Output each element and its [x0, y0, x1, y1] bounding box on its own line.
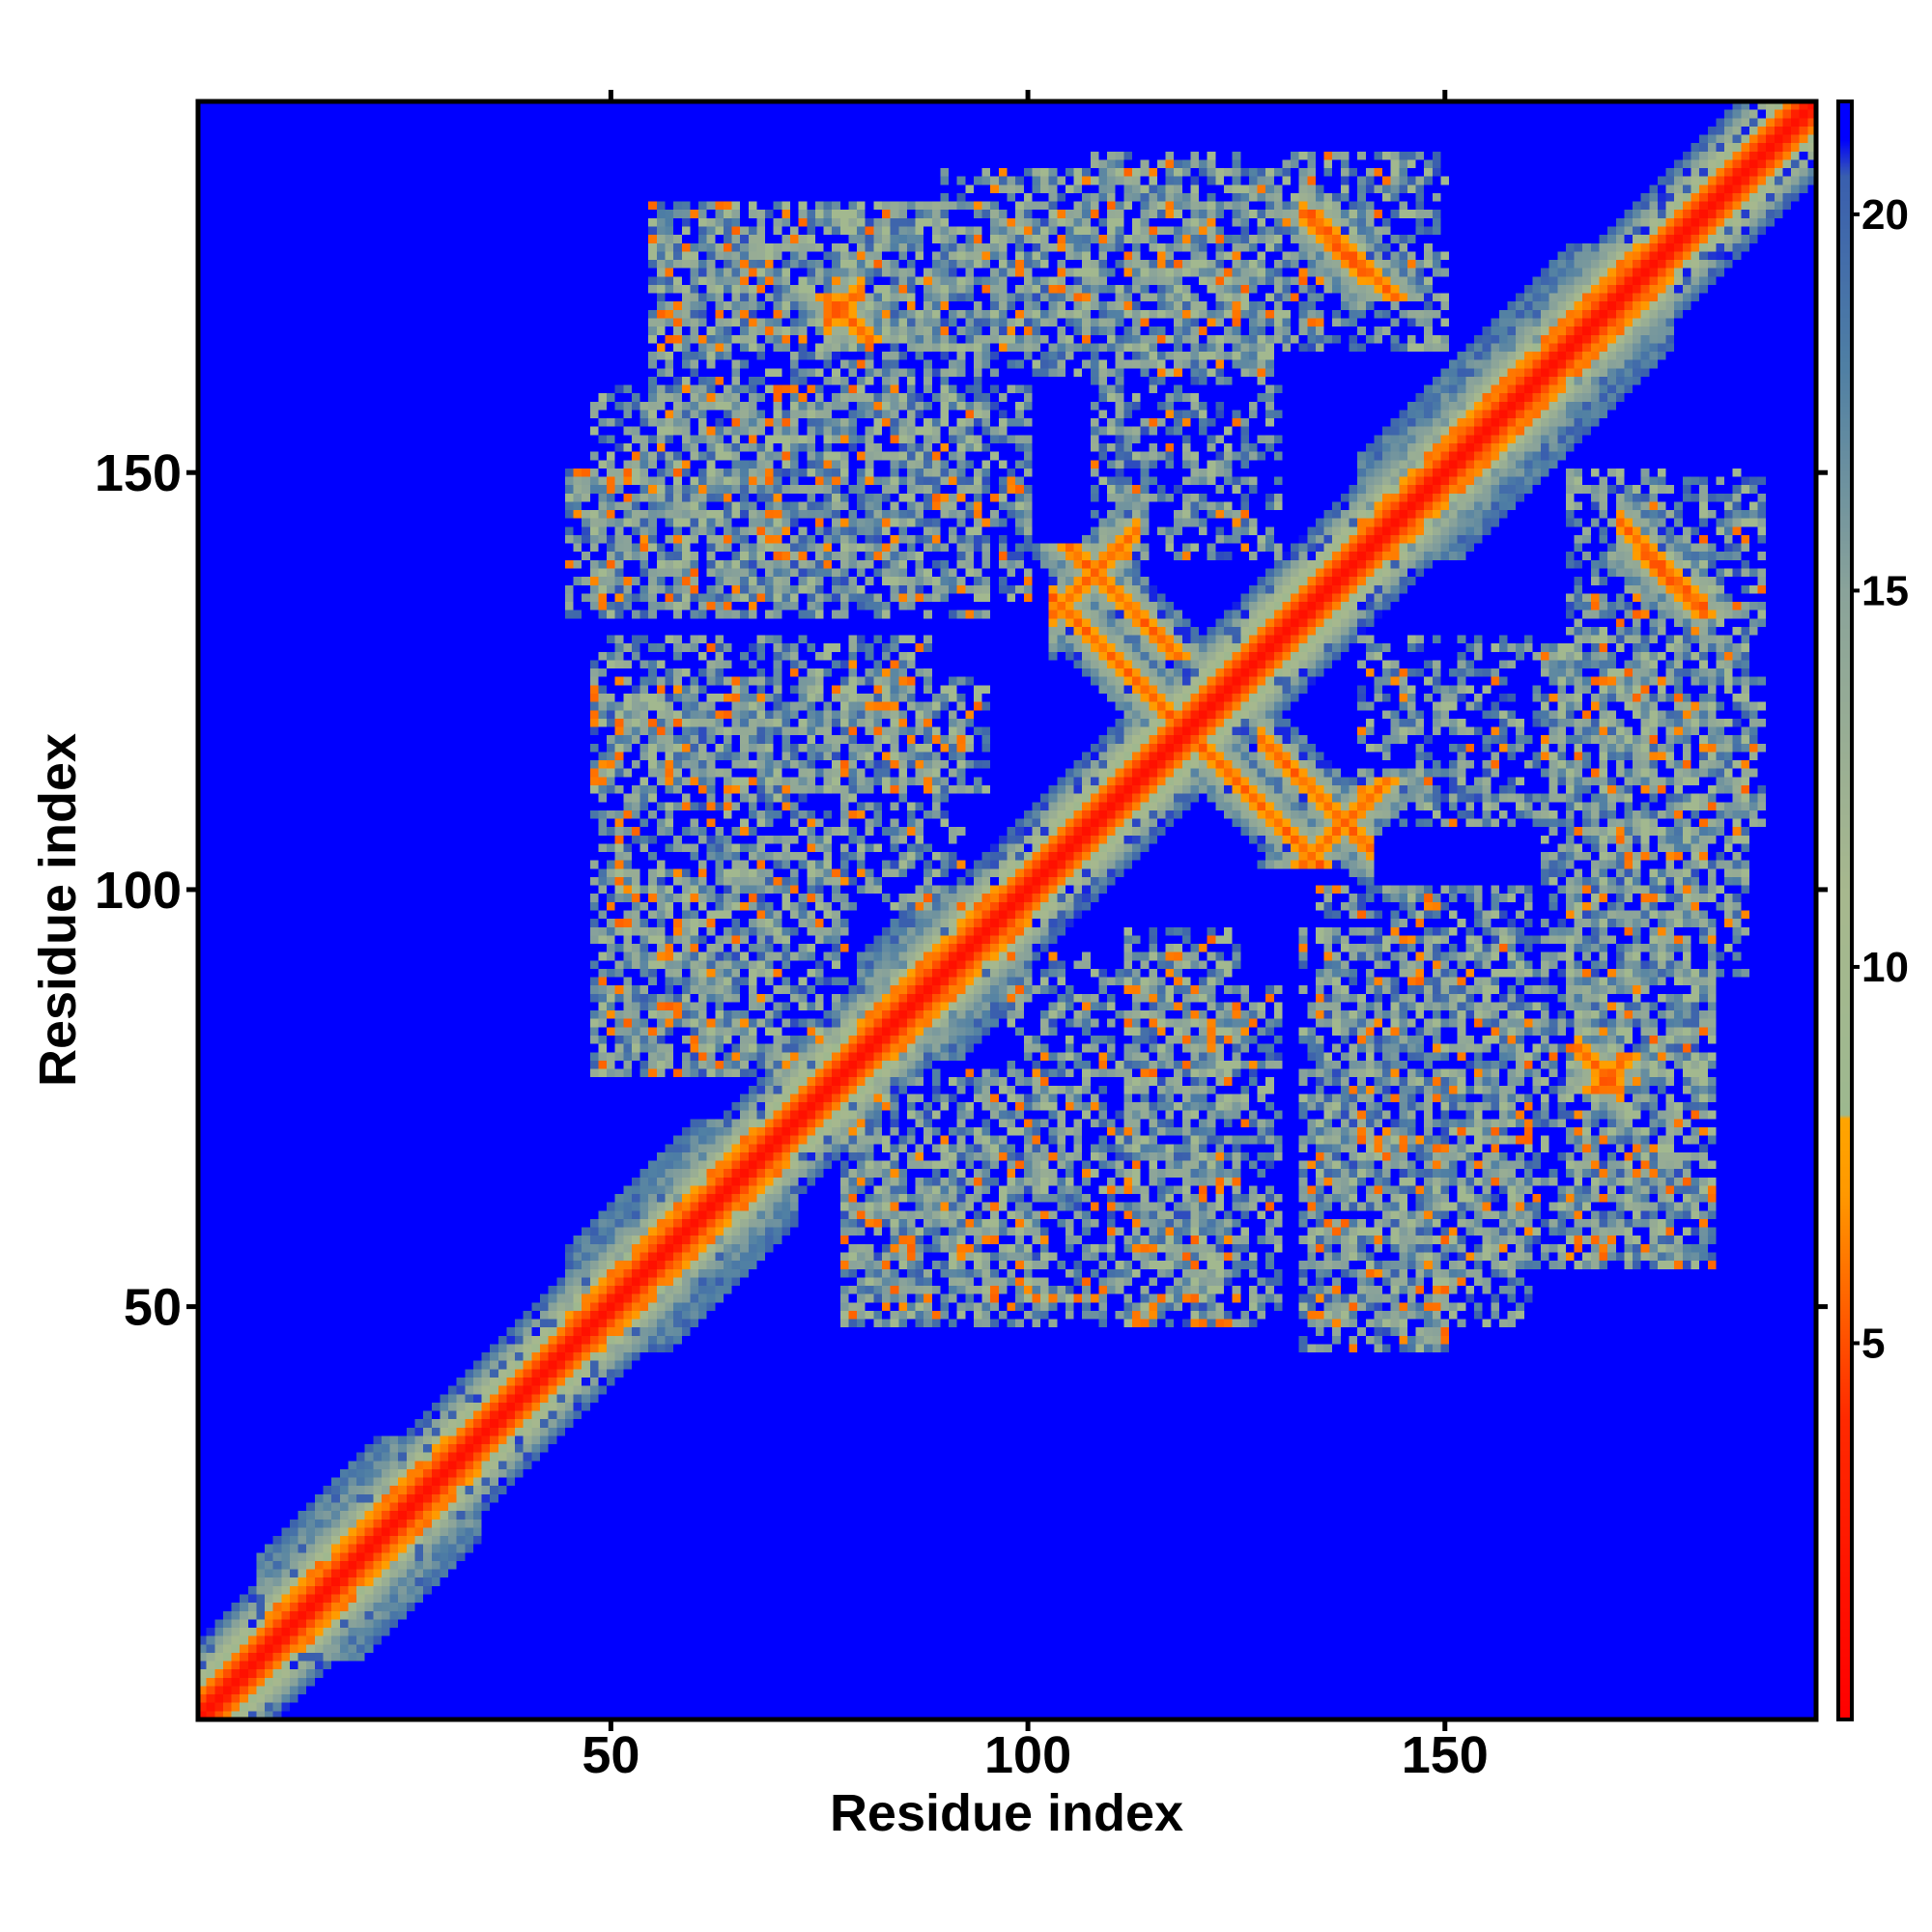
- x-tick-label: 150: [1402, 1726, 1489, 1784]
- heatmap-plot-area: [198, 101, 1816, 1719]
- plot-frames: [195, 99, 1854, 1722]
- y-tick-label: 50: [124, 1279, 182, 1337]
- colorbar-frame: [1836, 99, 1854, 1721]
- x-axis: 50 100 150: [582, 90, 1489, 1784]
- colorbar-tick-label: 5: [1861, 1320, 1885, 1367]
- y-axis-title: Residue index: [29, 733, 87, 1087]
- y-axis: 50 100 150: [95, 444, 1828, 1337]
- colorbar-tick-label: 20: [1861, 191, 1909, 239]
- y-tick-label: 100: [95, 862, 182, 920]
- colorbar-tick-label: 10: [1861, 944, 1909, 991]
- colorbar-tick-label: 15: [1861, 567, 1909, 614]
- x-tick-label: 50: [582, 1726, 639, 1784]
- x-tick-label: 100: [984, 1726, 1071, 1784]
- plot-frame: [195, 99, 1819, 1722]
- colorbar: [1838, 101, 1852, 1719]
- colorbar-axis: 5 10 15 20: [1852, 191, 1909, 1367]
- x-axis-title: Residue index: [830, 1784, 1183, 1842]
- y-tick-label: 150: [95, 444, 182, 502]
